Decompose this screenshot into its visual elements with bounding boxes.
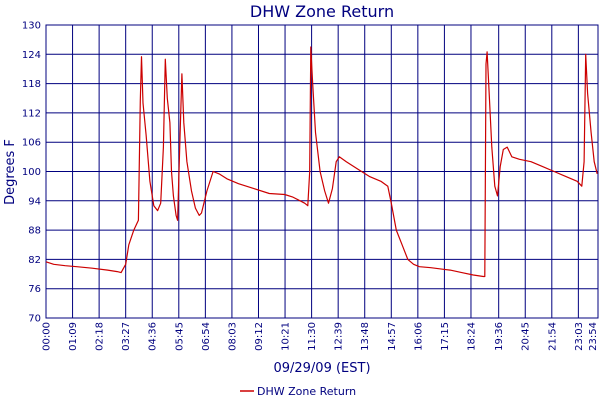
- plot-frame: [45, 24, 599, 319]
- x-tick-label: 03:27: [121, 322, 132, 351]
- x-tick-label: 06:54: [201, 322, 212, 351]
- grid: [45, 24, 599, 319]
- y-tick-label: 94: [28, 196, 41, 207]
- y-tick-label: 88: [28, 226, 41, 237]
- x-tick-label: 20:45: [521, 322, 532, 351]
- x-tick-label: 10:21: [281, 322, 292, 351]
- y-tick-label: 124: [22, 50, 41, 61]
- x-tick-label: 13:48: [360, 322, 371, 351]
- y-tick-label: 106: [22, 138, 41, 149]
- x-tick-label: 11:30: [307, 322, 318, 351]
- y-tick-label: 100: [22, 167, 41, 178]
- series-layer: [45, 46, 598, 278]
- x-tick-label: 12:39: [334, 322, 345, 351]
- x-tick-label: 21:54: [547, 322, 558, 351]
- legend-label: DHW Zone Return: [257, 385, 356, 398]
- y-tick-label: 118: [22, 79, 41, 90]
- y-tick-label: 76: [28, 284, 41, 295]
- x-tick-label: 23:54: [588, 322, 599, 351]
- x-tick-label: 00:00: [42, 322, 53, 351]
- x-tick-label: 23:03: [574, 322, 585, 351]
- y-tick-label: 70: [28, 314, 41, 325]
- x-axis-label: 09/29/09 (EST): [273, 361, 370, 376]
- y-tick-label: 112: [22, 108, 41, 119]
- legend: DHW Zone Return: [240, 385, 356, 398]
- x-tick-label: 05:45: [174, 322, 185, 351]
- y-axis-label: Degrees F: [3, 139, 18, 205]
- x-tick-label: 18:24: [466, 322, 477, 351]
- y-tick-label: 82: [28, 255, 41, 266]
- x-tick-label: 08:03: [227, 322, 238, 351]
- x-tick-label: 01:09: [68, 322, 79, 351]
- x-tick-label: 04:36: [148, 322, 159, 351]
- y-tick-label: 130: [22, 21, 41, 32]
- x-tick-label: 17:15: [440, 322, 451, 351]
- x-tick-labels: 00:00 01:09 02:18 03:27 04:36 05:45 06:54 08:03…: [42, 322, 600, 351]
- x-tick-label: 09:12: [254, 322, 265, 351]
- y-tick-labels: 70 76 82 88 94 100 106 112 118 124 130: [22, 21, 41, 325]
- x-tick-label: 16:06: [413, 322, 424, 351]
- x-tick-label: 14:57: [387, 322, 398, 351]
- x-tick-label: 02:18: [95, 322, 106, 351]
- x-tick-label: 19:36: [494, 322, 505, 351]
- series-line-dhw-zone-return: [45, 46, 598, 278]
- chart-title: DHW Zone Return: [250, 2, 394, 21]
